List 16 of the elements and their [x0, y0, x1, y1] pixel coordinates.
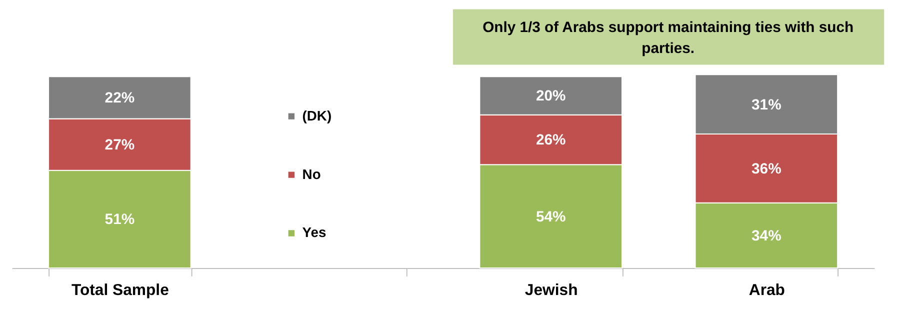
data-label: 27% — [104, 137, 135, 154]
text: Only 1/3 of Arabs support maintaining ties with such parties. — [482, 20, 854, 57]
data-label: 34% — [752, 228, 782, 244]
data-label: 20% — [536, 88, 566, 105]
x-tick-label: Total Sample — [71, 282, 170, 300]
data-label: 31% — [752, 97, 782, 114]
legend-label: No — [302, 166, 321, 182]
data-label: 26% — [536, 132, 566, 149]
data-label: 22% — [104, 90, 135, 107]
legend-label: (DK) — [302, 107, 332, 124]
x-tick-label: Arab — [748, 282, 786, 300]
data-label: 36% — [752, 161, 782, 178]
data-label: 51% — [104, 212, 135, 228]
data-label: 54% — [536, 209, 566, 226]
legend-label: Yes — [302, 224, 326, 240]
x-tick-label: Jewish — [524, 282, 578, 300]
